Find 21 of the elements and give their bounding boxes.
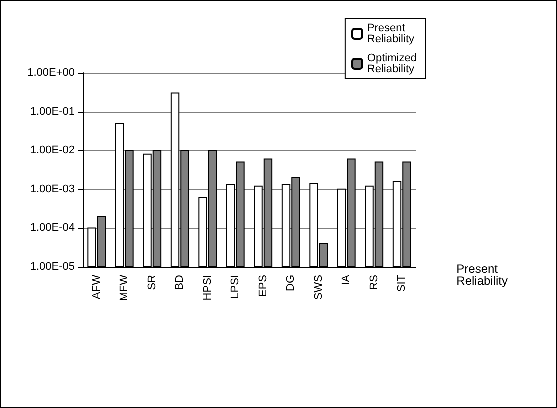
x-tick-label: SR <box>146 274 158 290</box>
x-tick-label: MFW <box>118 274 131 302</box>
x-tick-label: SWS <box>312 275 325 300</box>
y-tick-label: 1.00E+00 <box>28 67 75 79</box>
y-tick-label: 1.00E-04 <box>30 222 75 234</box>
x-tick-label: LPSI <box>230 275 242 299</box>
x-tick-label: RS <box>368 275 380 290</box>
x-tick-label: BD <box>174 274 186 290</box>
x-tick-label: SIT <box>396 274 408 292</box>
x-tick-label: HPSI <box>202 275 214 301</box>
y-tick-label: 1.00E-02 <box>30 144 75 157</box>
x-tick-label: AFW <box>90 274 103 300</box>
text: Present Reliability <box>456 262 508 288</box>
legend-label: Present Reliability <box>367 22 415 46</box>
x-tick-label: EPS <box>257 275 270 298</box>
y-tick-label: 1.00E-05 <box>30 261 75 273</box>
y-tick-label: 1.00E-03 <box>30 183 75 196</box>
x-tick-label: IA <box>340 274 353 286</box>
y-tick-label: 1.00E-01 <box>30 106 75 118</box>
legend-label: Optimized Reliability <box>367 52 420 76</box>
x-tick-label: DG <box>285 275 298 292</box>
